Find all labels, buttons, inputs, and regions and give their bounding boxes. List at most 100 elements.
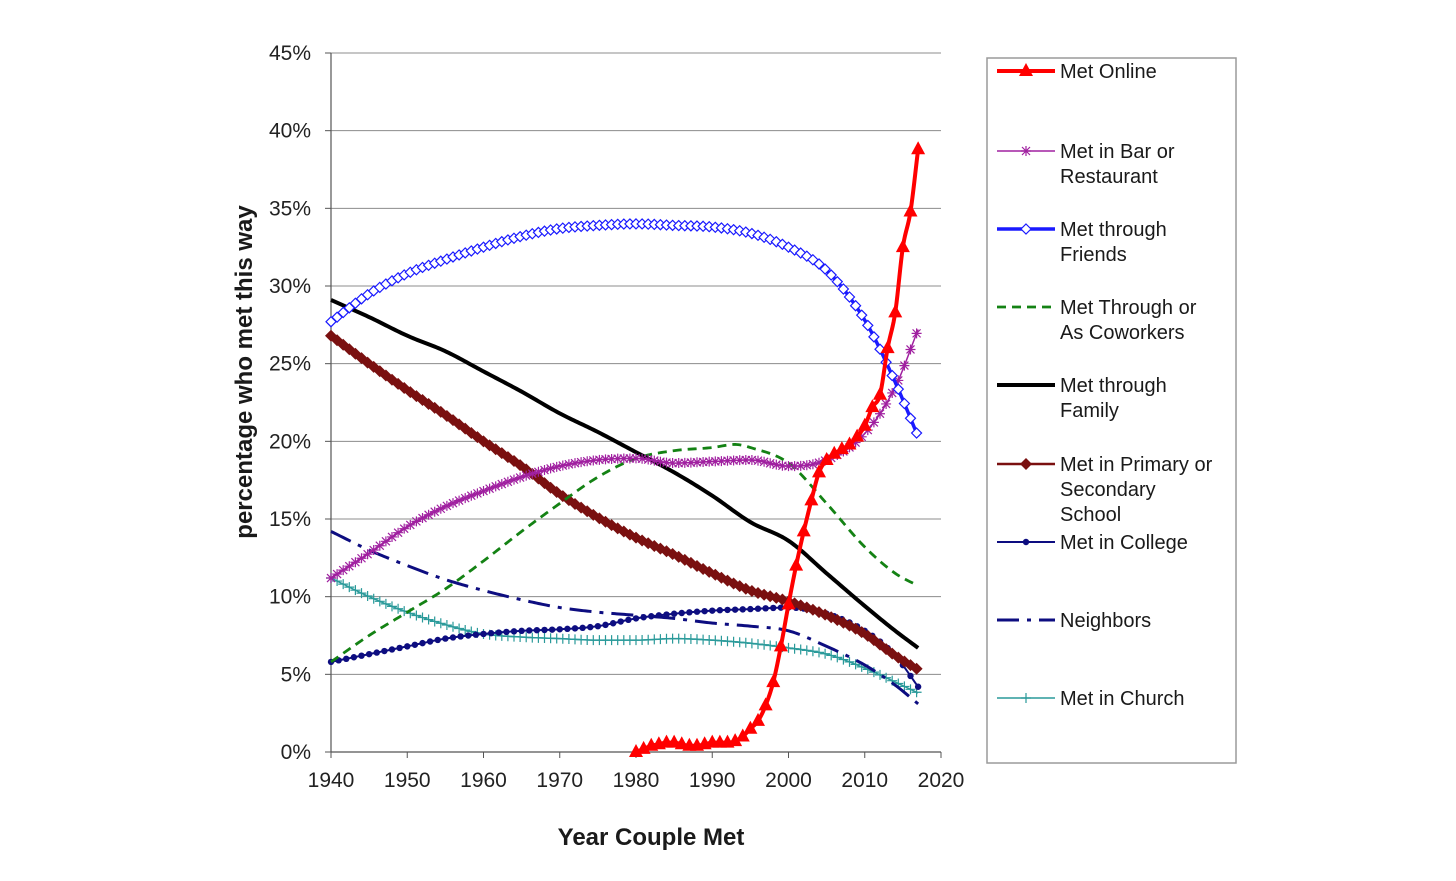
legend-item-met-in-bar-or-restaurant: Met in Bar or Restaurant bbox=[997, 141, 1175, 188]
data-point bbox=[588, 455, 599, 466]
data-point bbox=[480, 630, 487, 638]
x-tick-label: 1940 bbox=[308, 769, 355, 792]
data-point bbox=[365, 650, 373, 658]
data-point bbox=[746, 455, 757, 466]
data-point bbox=[380, 598, 391, 609]
data-point bbox=[503, 628, 510, 636]
legend-item-met-through-friends: Met through Friends bbox=[997, 219, 1167, 266]
data-point bbox=[648, 613, 655, 620]
data-point bbox=[795, 460, 806, 471]
data-point bbox=[434, 636, 441, 644]
data-point bbox=[843, 291, 856, 303]
data-point bbox=[773, 638, 788, 652]
data-point bbox=[765, 640, 776, 651]
data-point bbox=[751, 712, 765, 726]
data-point bbox=[693, 608, 701, 615]
y-tick-label: 10% bbox=[269, 586, 311, 609]
data-point bbox=[501, 451, 514, 464]
legend-label: Met in College bbox=[1060, 532, 1188, 554]
data-point bbox=[326, 573, 336, 584]
data-point bbox=[478, 486, 489, 497]
legend-label: Met through Family bbox=[1060, 375, 1167, 422]
data-point bbox=[362, 549, 373, 560]
data-point bbox=[722, 455, 733, 466]
data-point bbox=[417, 612, 428, 623]
data-point bbox=[868, 330, 880, 343]
data-point bbox=[844, 656, 855, 667]
data-point bbox=[887, 387, 898, 398]
legend-marker bbox=[1022, 538, 1030, 546]
data-point bbox=[850, 659, 861, 670]
data-point bbox=[465, 632, 472, 639]
legend-item-met-in-college: Met in College bbox=[997, 532, 1188, 554]
legend-marker bbox=[1019, 63, 1033, 76]
data-point bbox=[692, 457, 702, 468]
legend-label: Neighbors bbox=[1060, 610, 1151, 632]
data-point bbox=[643, 454, 654, 465]
data-point bbox=[411, 641, 419, 648]
data-point bbox=[576, 457, 587, 468]
legend-item-met-in-primary-or-secondary-school: Met in Primary or Secondary School bbox=[997, 454, 1213, 526]
data-point bbox=[899, 360, 910, 371]
data-point bbox=[454, 495, 465, 506]
series-met-through-or-as-coworkers bbox=[330, 443, 919, 664]
data-point bbox=[423, 614, 434, 625]
data-point bbox=[740, 637, 751, 648]
data-point bbox=[819, 451, 834, 465]
data-point bbox=[739, 606, 746, 613]
data-point bbox=[838, 654, 849, 665]
data-point bbox=[356, 553, 367, 564]
y-tick-label: 45% bbox=[269, 42, 311, 65]
series-met-online bbox=[629, 141, 926, 757]
data-point bbox=[910, 662, 923, 675]
y-tick-label: 0% bbox=[281, 741, 311, 764]
data-point bbox=[904, 412, 917, 425]
data-point bbox=[526, 627, 533, 634]
data-point bbox=[594, 454, 605, 465]
data-point bbox=[746, 638, 757, 649]
data-point bbox=[579, 624, 586, 632]
data-point bbox=[509, 474, 519, 485]
legend-label: Met Online bbox=[1060, 61, 1157, 83]
data-point bbox=[765, 458, 776, 469]
data-point bbox=[789, 557, 804, 571]
data-point bbox=[396, 644, 403, 652]
data-point bbox=[888, 304, 903, 318]
data-point bbox=[886, 369, 899, 382]
x-tick-label: 1990 bbox=[689, 769, 736, 792]
data-point bbox=[374, 540, 385, 551]
data-point bbox=[905, 344, 916, 355]
data-point bbox=[457, 633, 464, 640]
data-point bbox=[472, 631, 480, 638]
data-point bbox=[861, 319, 874, 332]
data-point bbox=[788, 244, 801, 256]
data-point bbox=[819, 263, 831, 275]
data-point bbox=[631, 453, 641, 464]
data-point bbox=[332, 569, 343, 580]
data-point bbox=[814, 457, 824, 468]
data-point bbox=[868, 417, 879, 428]
data-point bbox=[831, 275, 844, 288]
data-point bbox=[594, 622, 602, 630]
series-lines bbox=[325, 141, 926, 757]
data-point bbox=[405, 519, 416, 530]
data-point bbox=[856, 431, 867, 442]
legend-item-met-in-church: Met in Church bbox=[997, 688, 1185, 710]
data-point bbox=[338, 579, 349, 590]
data-point bbox=[686, 609, 693, 616]
data-point bbox=[892, 383, 905, 396]
data-point bbox=[834, 441, 849, 455]
data-point bbox=[380, 536, 391, 547]
data-point bbox=[449, 634, 457, 641]
line-neighbors bbox=[330, 530, 920, 706]
data-point bbox=[813, 258, 825, 270]
data-point bbox=[807, 459, 818, 470]
data-point bbox=[496, 479, 507, 490]
data-point bbox=[388, 646, 396, 653]
data-point bbox=[556, 626, 563, 633]
data-point bbox=[487, 630, 495, 637]
data-point bbox=[895, 239, 910, 253]
data-point bbox=[541, 626, 548, 634]
data-point bbox=[582, 456, 593, 467]
data-point bbox=[435, 503, 446, 514]
